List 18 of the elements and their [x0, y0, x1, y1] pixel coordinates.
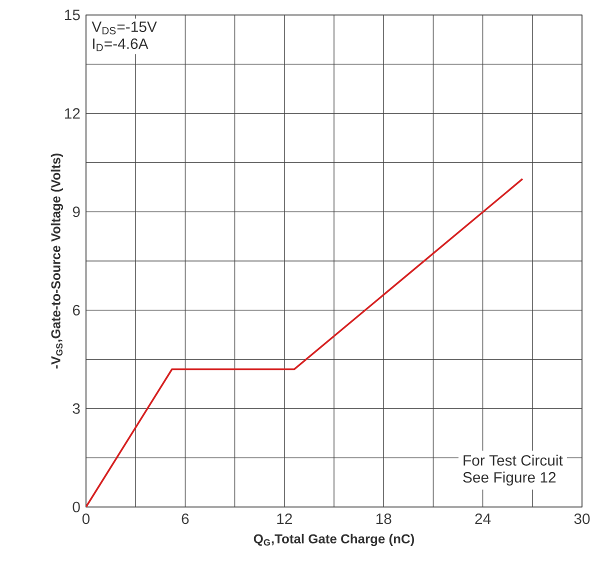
- x-tick-label: 12: [277, 514, 292, 524]
- y-tick-label: 6: [72, 304, 80, 316]
- x-tick-label: 0: [82, 514, 90, 524]
- x-tick-label: 18: [376, 514, 392, 524]
- y-tick-label: 0: [72, 502, 80, 512]
- x-tick-label: 6: [182, 514, 189, 524]
- y-tick-label: 3: [72, 403, 80, 414]
- x-axis-title: Q$_{G}$,Total Gate Charge (nC): [254, 534, 414, 546]
- y-tick-label: 15: [65, 10, 80, 20]
- x-tick-label: 24: [475, 514, 491, 524]
- y-tick-label: 12: [65, 108, 80, 119]
- annotation: V$_{DS}$=-15V: [92, 22, 157, 34]
- annotation: See Figure 12: [463, 472, 556, 486]
- annotation: For Test Circuit: [464, 454, 563, 466]
- y-tick-label: 9: [72, 206, 80, 218]
- annotation: I$_{D}$=-4.6A: [93, 38, 148, 52]
- x-tick-label: 30: [574, 514, 590, 524]
- y-axis-title: -V$_{GS}$,Gate-to-Source Voltage (Volts): [50, 154, 64, 369]
